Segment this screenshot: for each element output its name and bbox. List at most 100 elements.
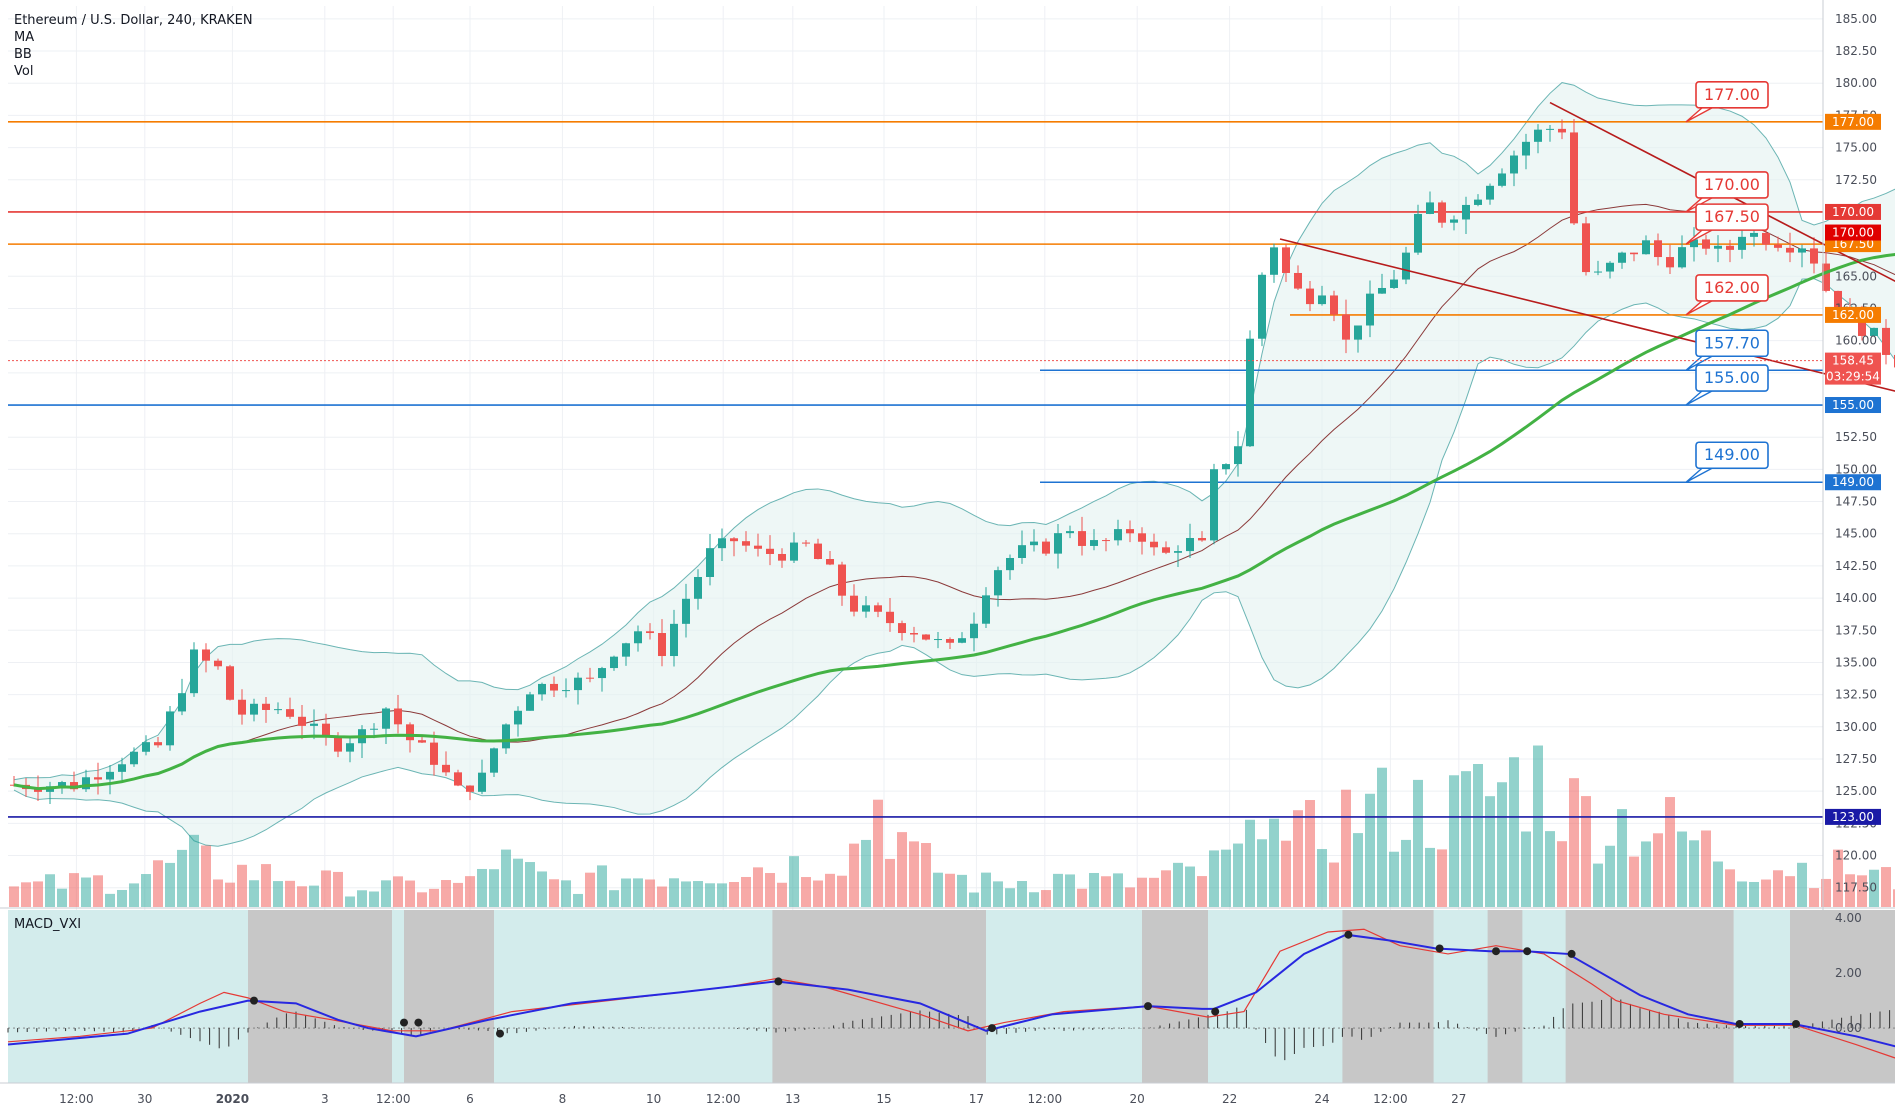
volume-bar xyxy=(105,893,115,907)
indicator-ma-label[interactable]: MA xyxy=(14,30,35,45)
candle-body xyxy=(1474,199,1482,205)
volume-bar xyxy=(333,871,343,907)
price-level-tag-text: 155.00 xyxy=(1832,398,1874,412)
callout-pointer xyxy=(1685,390,1713,406)
macd-shade-band xyxy=(1142,910,1208,1083)
price-tick-label: 185.00 xyxy=(1835,12,1877,26)
candle-body xyxy=(1258,274,1266,339)
candle-body xyxy=(1606,262,1614,272)
candle-body xyxy=(1114,529,1122,541)
callout-box xyxy=(1695,203,1769,231)
candle-body xyxy=(1594,271,1602,273)
volume-bar xyxy=(825,873,835,907)
candle-body xyxy=(1750,232,1758,237)
price-tick-label: 172.50 xyxy=(1835,173,1877,187)
indicator-bb-label[interactable]: BB xyxy=(14,47,32,62)
volume-bar xyxy=(933,872,943,907)
price-level-tag xyxy=(1825,808,1881,825)
time-tick-label: 20 xyxy=(1130,1092,1145,1106)
candle-body xyxy=(214,660,222,667)
volume-bar xyxy=(1881,867,1891,907)
candle-body xyxy=(1006,557,1014,571)
price-tick-label: 160.00 xyxy=(1835,334,1877,348)
candle-body xyxy=(394,708,402,725)
price-level-tag xyxy=(1825,397,1881,414)
candle-body xyxy=(646,631,654,634)
volume-bar xyxy=(729,881,739,907)
volume-bar xyxy=(117,889,127,907)
volume-bar xyxy=(1689,840,1699,907)
candle-body xyxy=(862,605,870,612)
volume-bar xyxy=(1185,866,1195,907)
bb-basis-line xyxy=(13,203,1895,790)
volume-bar xyxy=(1473,764,1483,907)
volume-bar xyxy=(417,892,427,907)
candle-body xyxy=(1198,537,1206,541)
candle-body xyxy=(1390,279,1398,288)
candle-body xyxy=(718,538,726,549)
candle-body xyxy=(1726,245,1734,250)
price-tick-label: 175.00 xyxy=(1835,141,1877,155)
candle-body xyxy=(1138,533,1146,542)
volume-bar xyxy=(345,896,355,907)
volume-bar xyxy=(1581,796,1591,907)
candle-body xyxy=(1714,245,1722,249)
candle-body xyxy=(430,742,438,765)
price-tick-label: 150.00 xyxy=(1835,462,1877,476)
time-tick-label: 12:00 xyxy=(1028,1092,1063,1106)
volume-bar xyxy=(1737,881,1747,907)
volume-bar xyxy=(705,883,715,907)
volume-bar xyxy=(213,879,223,907)
volume-bar xyxy=(801,877,811,907)
candle-body xyxy=(742,541,750,546)
macd-shade-band xyxy=(1342,910,1434,1083)
callout-box xyxy=(1695,274,1769,302)
callout-pointer xyxy=(1685,467,1713,483)
volume-bar xyxy=(1557,841,1567,907)
indicator-vol-label[interactable]: Vol xyxy=(14,64,34,79)
volume-bar xyxy=(1857,875,1867,907)
price-tick-label: 147.50 xyxy=(1835,495,1877,509)
price-tick-label: 125.00 xyxy=(1835,784,1877,798)
volume-bar xyxy=(681,881,691,907)
candle-body xyxy=(1054,533,1062,554)
volume-bar xyxy=(585,872,595,907)
candle-body xyxy=(634,631,642,644)
callout-label: 167.50 xyxy=(1704,207,1760,226)
candle-body xyxy=(1582,223,1590,273)
candle-body xyxy=(1618,252,1626,263)
candle-body xyxy=(178,693,186,712)
volume-bar xyxy=(1773,870,1783,907)
volume-bar xyxy=(429,888,439,907)
volume-bar xyxy=(1437,849,1447,907)
candle-body xyxy=(886,611,894,624)
macd-cross-dot xyxy=(1792,1019,1800,1028)
macd-cross-dot xyxy=(496,1029,504,1038)
chart-legend: Ethereum / U.S. Dollar, 240, KRAKEN MA B… xyxy=(14,12,253,80)
volume-bar xyxy=(693,881,703,907)
price-tick-label: 140.00 xyxy=(1835,591,1877,605)
price-level-tag-text: 170.00 xyxy=(1832,205,1874,219)
volume-bar xyxy=(21,882,31,907)
volume-bar xyxy=(1245,819,1255,907)
volume-bar xyxy=(1293,810,1303,907)
candle-body xyxy=(202,649,210,661)
price-level-tag-text: 149.00 xyxy=(1832,475,1874,489)
volume-bar xyxy=(129,883,139,907)
price-tick-label: 120.00 xyxy=(1835,849,1877,863)
price-tick-label: 130.00 xyxy=(1835,720,1877,734)
volume-bar xyxy=(1833,849,1843,907)
volume-bar xyxy=(717,883,727,907)
volume-bar xyxy=(597,865,607,907)
macd-shade-band xyxy=(1565,910,1734,1083)
candle-body xyxy=(1318,295,1326,305)
candle-body xyxy=(1786,247,1794,253)
candle-body xyxy=(1426,202,1434,214)
volume-bar xyxy=(1089,872,1099,907)
candle-body xyxy=(874,605,882,612)
volume-bar xyxy=(33,881,43,907)
volume-bar xyxy=(177,849,187,907)
volume-bar xyxy=(309,885,319,907)
volume-bar xyxy=(1173,862,1183,907)
candle-body xyxy=(1078,531,1086,546)
